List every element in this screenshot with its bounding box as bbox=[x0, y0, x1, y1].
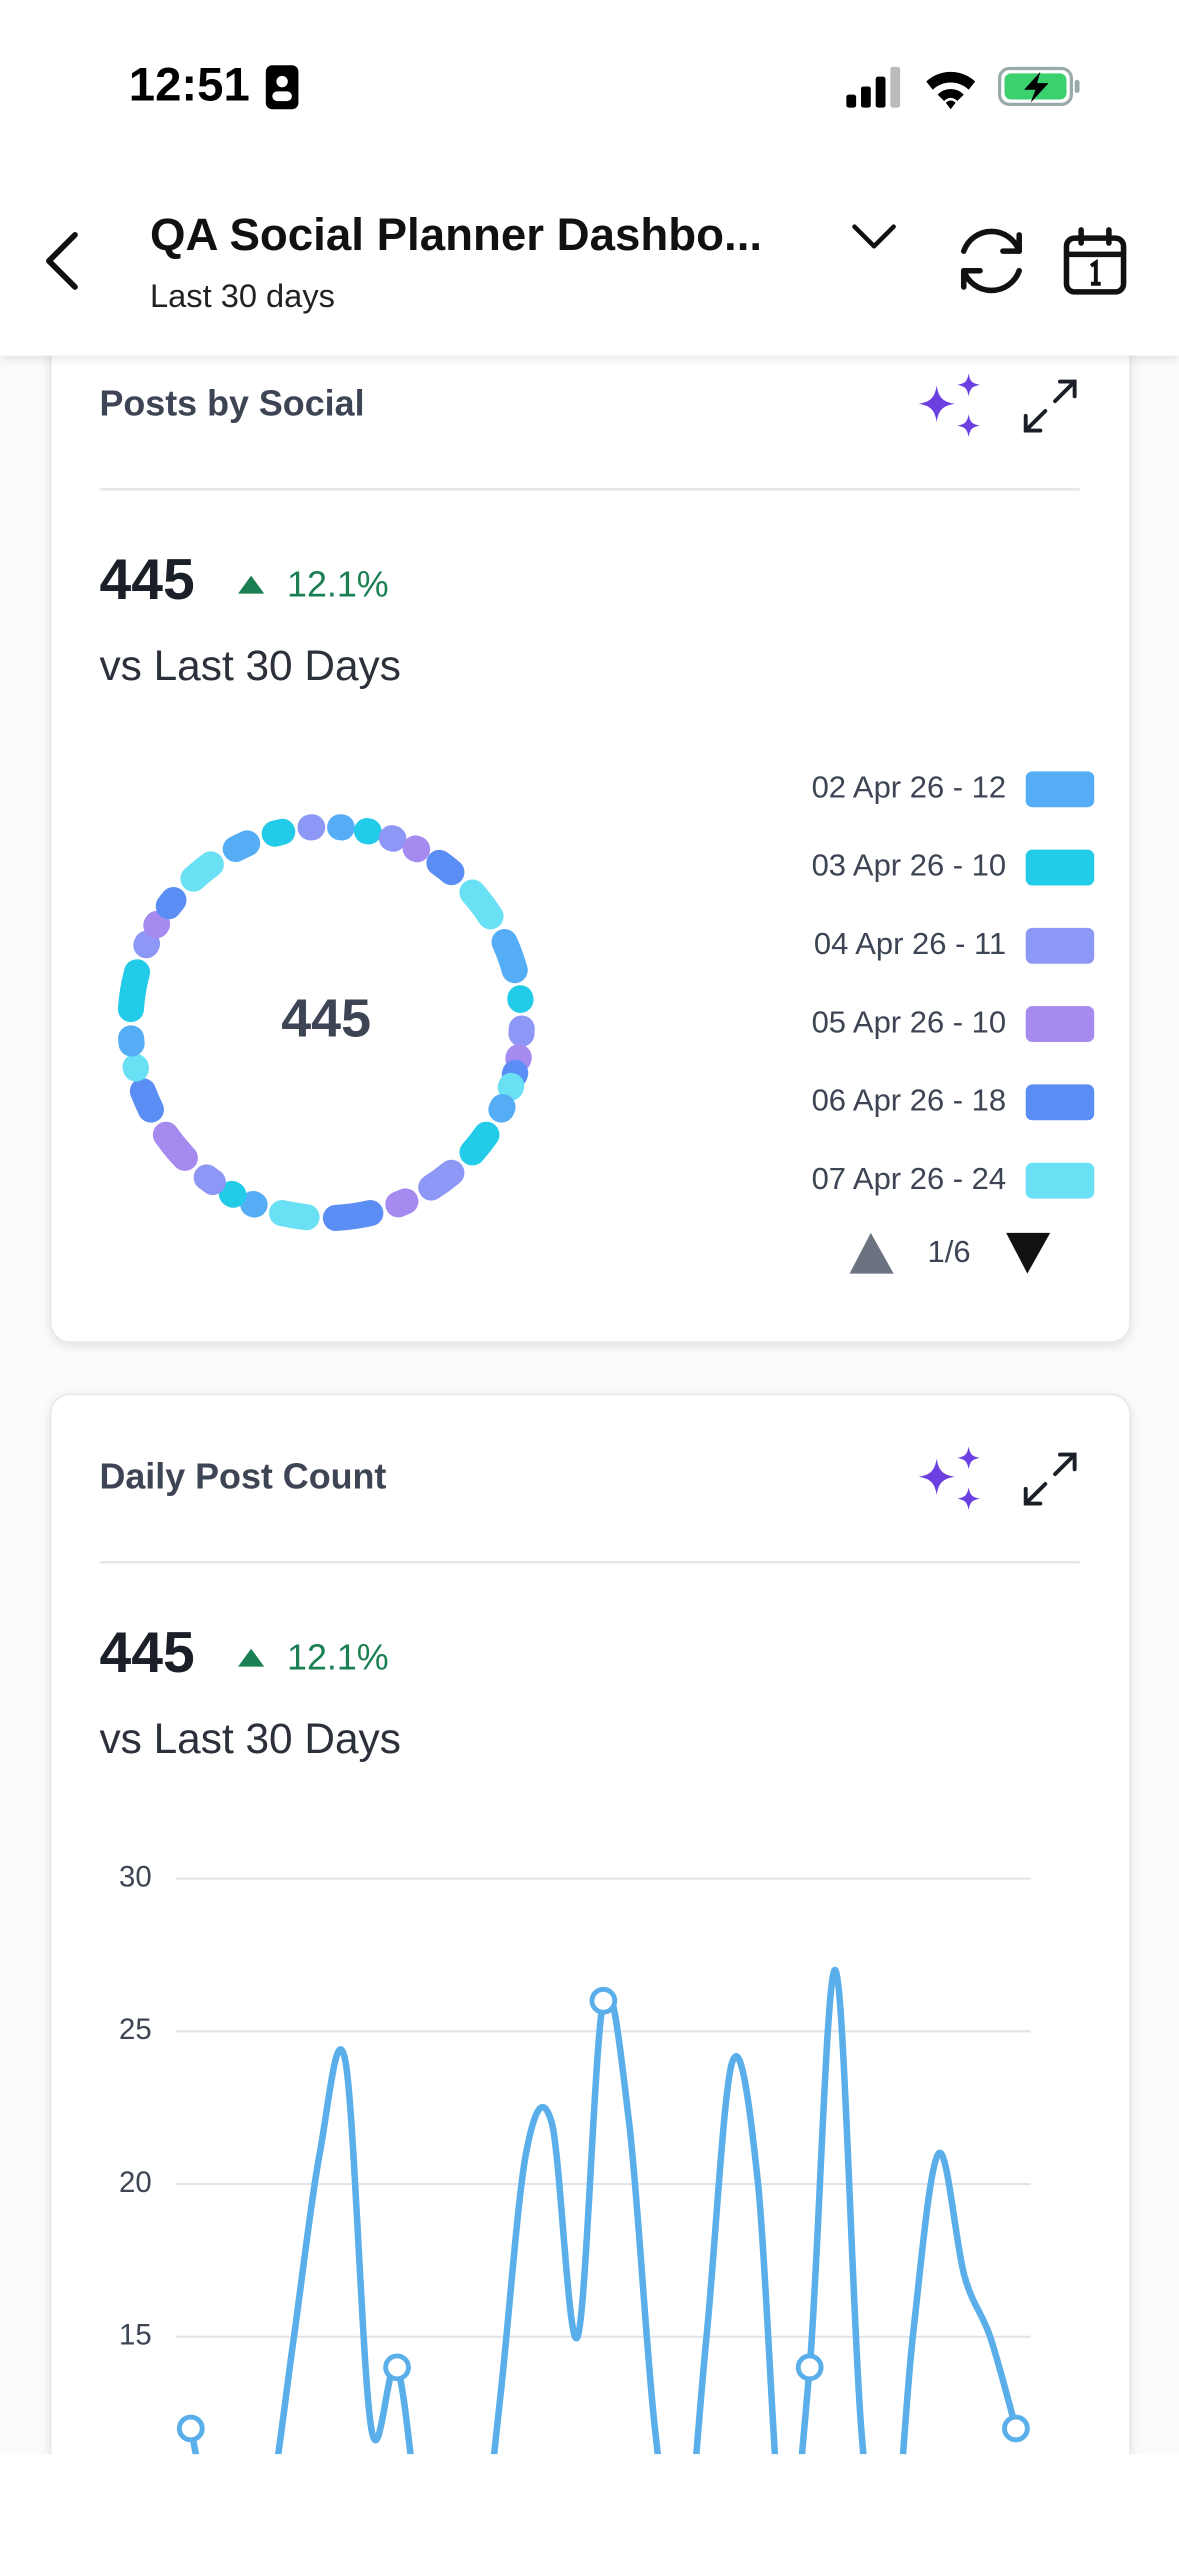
donut-segment bbox=[418, 1159, 465, 1201]
top-bar bbox=[0, 0, 1179, 356]
ai-button[interactable] bbox=[918, 1446, 981, 1511]
line-marker bbox=[383, 2353, 411, 2382]
metric-change: 12.1% bbox=[287, 1638, 389, 1678]
line-marker bbox=[589, 1986, 618, 2015]
donut-segment bbox=[497, 1072, 525, 1101]
line-marker bbox=[795, 2353, 824, 2382]
metric-change: 12.1% bbox=[287, 565, 389, 605]
line-marker bbox=[176, 2414, 205, 2443]
legend-label: 04 Apr 26 - 11 bbox=[814, 926, 1006, 961]
donut-segment bbox=[222, 830, 261, 862]
expand-button[interactable] bbox=[1023, 1452, 1077, 1506]
donut-center-label: 445 bbox=[281, 989, 371, 1049]
donut-segment bbox=[218, 1180, 247, 1208]
legend-label: 06 Apr 26 - 18 bbox=[812, 1083, 1007, 1118]
donut-segment bbox=[322, 1200, 384, 1231]
date-range: Last 30 days bbox=[150, 277, 335, 314]
metric-comparison: vs Last 30 Days bbox=[99, 1715, 400, 1762]
status-icons bbox=[265, 65, 1080, 110]
donut-segment bbox=[240, 1190, 268, 1218]
donut-segment bbox=[133, 930, 161, 959]
donut-segment bbox=[491, 929, 528, 984]
bottom-area bbox=[0, 2454, 1179, 2556]
card bbox=[49, 1393, 1131, 2455]
donut-segment bbox=[459, 879, 504, 930]
legend-next[interactable] bbox=[1006, 1232, 1051, 1274]
donut-segment bbox=[385, 1188, 419, 1218]
y-tick-label: 30 bbox=[119, 1860, 152, 1893]
up-arrow bbox=[238, 575, 265, 594]
charts: 445 02 Apr 26 - 12 03 Apr 26 - 10 04 Apr 26… bbox=[117, 769, 1095, 2455]
legend-swatch bbox=[1025, 849, 1095, 886]
legend-label: 02 Apr 26 - 12 bbox=[812, 769, 1007, 804]
donut-segment bbox=[193, 1164, 226, 1196]
refresh-button[interactable] bbox=[960, 228, 1022, 294]
donut-segment bbox=[268, 1200, 320, 1231]
card-title: Posts by Social bbox=[99, 384, 364, 424]
ai-button[interactable] bbox=[918, 373, 981, 438]
legend-swatch bbox=[1025, 771, 1095, 808]
donut-segment bbox=[488, 1094, 516, 1123]
metric-value: 445 bbox=[99, 548, 194, 612]
back-button[interactable] bbox=[46, 231, 78, 290]
line-marker bbox=[1002, 2414, 1030, 2443]
donut-segment bbox=[261, 818, 296, 847]
y-tick-label: 15 bbox=[119, 2319, 152, 2352]
card-title: Daily Post Count bbox=[99, 1457, 386, 1497]
legend-label: 07 Apr 26 - 24 bbox=[812, 1161, 1007, 1196]
donut-segment bbox=[152, 1121, 198, 1171]
donut-segment bbox=[117, 959, 151, 1023]
legend-prev[interactable] bbox=[849, 1232, 894, 1274]
donut-segment bbox=[129, 1078, 164, 1123]
donut-segment bbox=[143, 910, 171, 939]
dashboard-title[interactable]: QA Social Planner Dashbo... bbox=[150, 209, 762, 260]
expand-button[interactable] bbox=[1023, 379, 1077, 433]
legend-label: 03 Apr 26 - 10 bbox=[812, 848, 1007, 883]
y-tick-label: 25 bbox=[119, 2013, 152, 2046]
metric-value: 445 bbox=[99, 1621, 194, 1685]
calendar-button[interactable] bbox=[1063, 227, 1127, 295]
donut-segment bbox=[155, 887, 187, 920]
legend-swatch bbox=[1025, 927, 1095, 964]
legend-swatch bbox=[1025, 1084, 1095, 1121]
donut-segment bbox=[459, 1121, 500, 1166]
content: 445 02 Apr 26 - 12 03 Apr 26 - 10 04 Apr 26… bbox=[49, 292, 1131, 2455]
donut-segment bbox=[426, 849, 465, 886]
up-arrow bbox=[238, 1648, 265, 1667]
donut-segment bbox=[378, 825, 407, 852]
legend-label: 05 Apr 26 - 10 bbox=[812, 1004, 1007, 1039]
donut-segment bbox=[180, 851, 224, 892]
legend-swatch bbox=[1025, 1006, 1095, 1043]
legend-swatch bbox=[1025, 1162, 1095, 1199]
metric-comparison: vs Last 30 Days bbox=[99, 642, 400, 689]
legend-page: 1/6 bbox=[928, 1234, 971, 1269]
line-series bbox=[187, 1966, 1020, 2455]
y-tick-label: 20 bbox=[119, 2166, 152, 2199]
donut-segment bbox=[402, 835, 431, 863]
clock: 12:51 bbox=[129, 59, 250, 112]
dropdown-button[interactable] bbox=[852, 224, 896, 249]
